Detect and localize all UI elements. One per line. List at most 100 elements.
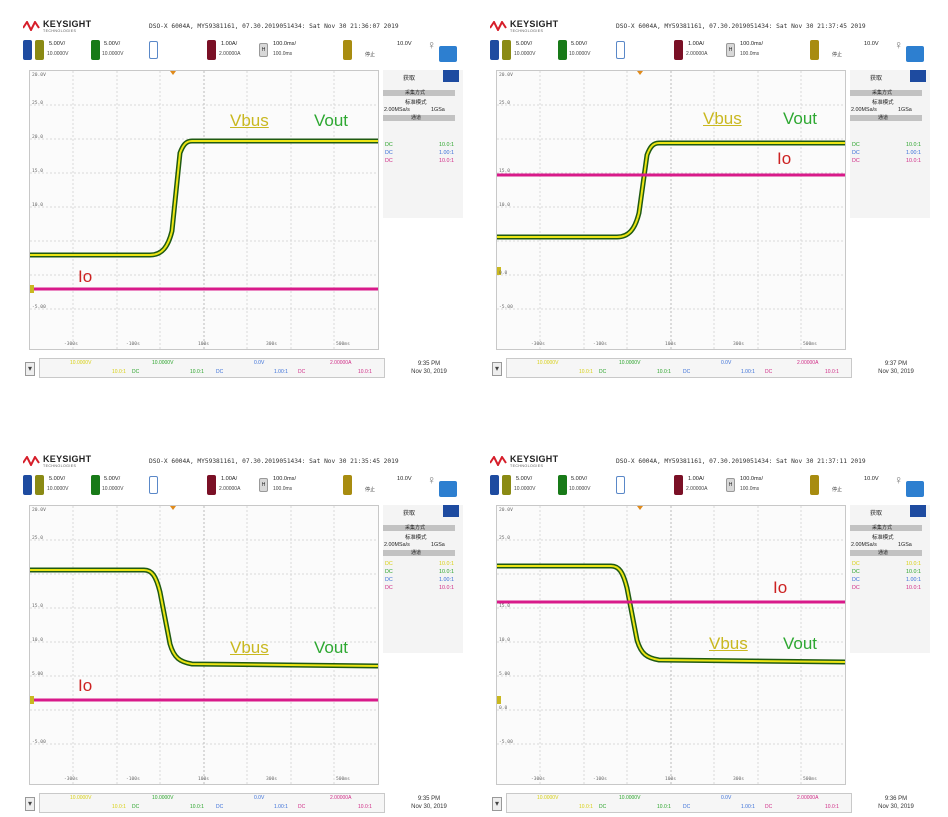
label-vout: Vout (314, 638, 349, 657)
y-tick: 15.0 (499, 169, 511, 174)
menu-button[interactable] (23, 40, 32, 60)
ch2-button[interactable] (91, 40, 100, 60)
instrument-header: DSO-X 6004A, MY59381161, 07.30.201905143… (149, 458, 399, 465)
horizontal-button[interactable]: H (259, 43, 268, 57)
time-delay: 100.0ms (273, 486, 293, 492)
menu-button[interactable] (23, 475, 32, 495)
ch1-offset: 10.0000V (514, 486, 536, 492)
channels-box[interactable] (850, 550, 922, 556)
time-delay: 100.0ms (273, 51, 293, 57)
y-tick: 15.0 (32, 604, 44, 609)
ch1-button[interactable] (35, 475, 44, 495)
x-tick: 300s (266, 342, 278, 347)
logo-text: KEYSIGHT (43, 19, 92, 29)
x-tick: 500ms (336, 777, 350, 782)
bb-ch4-offset: 2.00000A (330, 795, 352, 801)
menu-arrow-icon[interactable]: ▾ (492, 362, 502, 376)
channels-box[interactable] (383, 115, 455, 121)
x-tick: 100s (665, 342, 677, 347)
display-icon[interactable] (439, 481, 457, 497)
bb-ch2-offset: 10.0000V (619, 795, 641, 801)
panel-tab[interactable] (910, 70, 926, 82)
display-icon[interactable] (439, 46, 457, 62)
y-tick: 25.0 (499, 101, 511, 106)
waveform-display: 20.0V 25.0 15.0 10.0 5.00 0.0 -5.00 -300… (496, 505, 846, 785)
ch3-probe: 1.00:1 (906, 577, 921, 583)
panel-tab[interactable] (443, 505, 459, 517)
ch3-coupling: DC (852, 577, 860, 583)
y-tick: -5.00 (499, 740, 513, 745)
ch4-coupling: DC (385, 585, 393, 591)
trigger-button[interactable] (810, 40, 819, 60)
ch4-probe: 10.0:1 (439, 158, 454, 164)
panel-tab[interactable] (443, 70, 459, 82)
ch4-coupling: DC (385, 158, 393, 164)
clock-time: 9:35 PM (417, 796, 441, 802)
ch3-button[interactable] (616, 41, 625, 59)
acq-mode-box[interactable] (383, 525, 455, 531)
horizontal-button[interactable]: H (726, 478, 735, 492)
acq-mode-box-label: 采集方式 (872, 525, 893, 531)
ch4-coupling: DC (852, 585, 860, 591)
display-icon[interactable] (906, 46, 924, 62)
ch1-button[interactable] (502, 475, 511, 495)
ch1-button[interactable] (502, 40, 511, 60)
ch2-offset: 10.0000V (569, 51, 591, 57)
horizontal-button[interactable]: H (259, 478, 268, 492)
acq-mode-box[interactable] (850, 525, 922, 531)
ch2-coupling: DC (852, 569, 860, 575)
menu-arrow-icon[interactable]: ▾ (492, 797, 502, 811)
logo-subtext: TECHNOLOGIES (43, 464, 77, 468)
grid-lines (30, 506, 378, 784)
ch3-button[interactable] (149, 476, 158, 494)
label-vout: Vout (783, 634, 818, 653)
horizontal-button[interactable]: H (726, 43, 735, 57)
ch2-button[interactable] (91, 475, 100, 495)
time-scale: 100.0ms/ (273, 476, 297, 482)
ch2-button[interactable] (558, 40, 567, 60)
menu-arrow-icon[interactable]: ▾ (25, 362, 35, 376)
bottom-status-bar: ▾ 10.0000V 10.0:1 10.0000V DC 10.0:1 0.0… (21, 791, 463, 817)
ch1-button[interactable] (35, 40, 44, 60)
trigger-button[interactable] (343, 475, 352, 495)
acq-mode-box[interactable] (383, 90, 455, 96)
bottom-status-bar: ▾ 10.0000V 10.0:1 10.0000V DC 10.0:1 0.0… (488, 791, 930, 817)
menu-arrow-icon[interactable]: ▾ (25, 797, 35, 811)
label-io: Io (78, 267, 93, 286)
ch2-button[interactable] (558, 475, 567, 495)
ch3-button[interactable] (616, 476, 625, 494)
channels-box[interactable] (383, 550, 455, 556)
ch4-coupling: DC (852, 158, 860, 164)
trigger-button[interactable] (810, 475, 819, 495)
ch4-offset: 2.00000A (219, 486, 241, 492)
scope-screenshot-1: KEYSIGHT TECHNOLOGIES DSO-X 6004A, MY593… (21, 18, 463, 386)
y-tick: 25.0 (32, 536, 44, 541)
channels-box-label: 通道 (878, 115, 889, 121)
label-vbus: Vbus (230, 638, 269, 657)
panel-tab[interactable] (910, 505, 926, 517)
y-tick: -5.00 (32, 305, 46, 310)
bb-ch2-probe: 10.0:1 (657, 369, 671, 375)
channels-box[interactable] (850, 115, 922, 121)
vbus-trace (497, 565, 845, 663)
clock: 9:37 PM Nov 30, 2019 (868, 360, 924, 376)
sample-rate: 2.00MSa/s (851, 542, 877, 548)
ground-marker (30, 285, 34, 293)
menu-button[interactable] (490, 475, 499, 495)
ch4-button[interactable] (674, 40, 683, 60)
ch4-button[interactable] (674, 475, 683, 495)
display-icon[interactable] (906, 481, 924, 497)
panel-title: 获取 (870, 76, 883, 82)
ch3-button[interactable] (149, 41, 158, 59)
ch4-button[interactable] (207, 475, 216, 495)
trigger-button[interactable] (343, 40, 352, 60)
clock: 9:36 PM Nov 30, 2019 (868, 795, 924, 811)
ch2-scale: 5.00V/ (104, 41, 121, 47)
label-vout: Vout (783, 109, 818, 128)
menu-button[interactable] (490, 40, 499, 60)
ch4-button[interactable] (207, 40, 216, 60)
bb-ch1-offset: 10.0000V (537, 360, 559, 366)
x-tick: -100s (126, 342, 140, 347)
x-tick: 500ms (803, 342, 817, 347)
acq-mode-box[interactable] (850, 90, 922, 96)
